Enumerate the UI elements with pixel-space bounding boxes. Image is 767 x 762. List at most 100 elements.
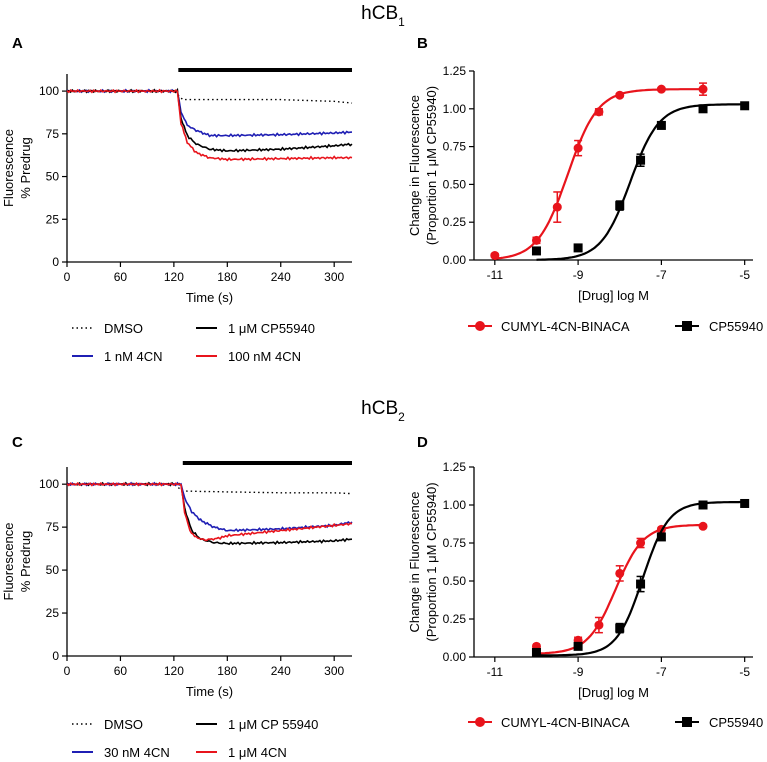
x-tick-label-b: -9 bbox=[573, 268, 584, 282]
point-cp-b bbox=[573, 243, 583, 253]
point-4cn-b bbox=[490, 250, 500, 260]
y-tick-label-c: 0 bbox=[52, 649, 59, 663]
point-4cn-b bbox=[552, 202, 562, 212]
legend-marker-cp-b bbox=[682, 321, 692, 331]
y-tick-label-a: 50 bbox=[46, 170, 60, 184]
y-tick-label-b: 0.25 bbox=[443, 215, 467, 229]
point-cp-b bbox=[531, 246, 541, 256]
x-tick-label-a: 240 bbox=[271, 270, 291, 284]
legend-marker-4cn-b bbox=[475, 321, 485, 331]
x-tick-label-c: 180 bbox=[217, 664, 237, 678]
point-4cn-d bbox=[615, 568, 625, 578]
x-axis-label-c: Time (s) bbox=[186, 684, 233, 699]
point-cp-d bbox=[573, 641, 583, 651]
y-tick-label-d: 0.00 bbox=[443, 650, 467, 664]
chart-panel-b: -11 -9 -7 -5 0.00 0.25 0.50 0.75 1.00 1.25 [Drug] … bbox=[407, 64, 753, 303]
x-tick-label-b: -11 bbox=[487, 268, 504, 282]
legend-label-blue-c: 30 nM 4CN bbox=[104, 745, 170, 760]
legend-c: DMSO 1 μM CP 55940 30 nM 4CN 1 μM 4CN bbox=[72, 717, 318, 760]
x-tick-label-a: 0 bbox=[64, 270, 71, 284]
panel-label-a: A bbox=[12, 35, 23, 52]
y-tick-label-a: 100 bbox=[39, 84, 59, 98]
chart-panel-c: 0 60 120 180 240 300 0 25 50 75 100 Time (s) Fluores… bbox=[1, 461, 353, 699]
x-tick-label-c: 300 bbox=[324, 664, 344, 678]
point-cp-d bbox=[531, 647, 541, 657]
x-tick-label-d: -5 bbox=[739, 665, 750, 679]
y-tick-label-a: 0 bbox=[52, 255, 59, 269]
point-cp-b bbox=[656, 120, 666, 130]
point-cp-d bbox=[636, 579, 646, 589]
point-cp-b bbox=[636, 155, 646, 165]
legend-label-4cn-d: CUMYL-4CN-BINACA bbox=[501, 715, 630, 730]
y-axis-label-d: (Proportion 1 μM CP55940) bbox=[424, 482, 439, 641]
point-4cn-b bbox=[698, 84, 708, 94]
point-cp-d bbox=[615, 623, 625, 633]
trace-black-a bbox=[66, 87, 353, 153]
point-4cn-d bbox=[594, 620, 604, 630]
row-title-hcb1: hCB1 bbox=[361, 3, 405, 29]
y-tick-label-d: 1.00 bbox=[443, 498, 467, 512]
point-cp-d bbox=[698, 500, 708, 510]
x-tick-label-c: 240 bbox=[271, 664, 291, 678]
y-tick-label-c: 25 bbox=[46, 606, 60, 620]
x-tick-label-a: 300 bbox=[324, 270, 344, 284]
point-cp-d bbox=[740, 498, 750, 508]
point-cp-b bbox=[740, 101, 750, 111]
y-tick-label-c: 100 bbox=[39, 477, 59, 491]
point-4cn-b bbox=[573, 143, 583, 153]
chart-panel-d: -11 -9 -7 -5 0.00 0.25 0.50 0.75 1.00 1.25 [Drug] … bbox=[407, 460, 753, 700]
x-tick-label-c: 120 bbox=[164, 664, 184, 678]
trace-dmso-c bbox=[67, 483, 353, 495]
legend-label-blue-a: 1 nM 4CN bbox=[104, 349, 163, 364]
point-4cn-b bbox=[531, 235, 541, 245]
x-axis-label-b: [Drug] log M bbox=[578, 288, 649, 303]
y-axis-label-b: Change in Fluorescence bbox=[407, 95, 422, 236]
y-tick-label-a: 75 bbox=[46, 127, 60, 141]
x-tick-label-b: -7 bbox=[656, 268, 667, 282]
y-axis-label-a: Fluorescence bbox=[1, 129, 16, 207]
legend-label-dmso-a: DMSO bbox=[104, 321, 143, 336]
legend-label-cp-d: CP55940 bbox=[709, 715, 763, 730]
point-4cn-d bbox=[698, 521, 708, 531]
point-4cn-b bbox=[594, 107, 604, 117]
y-tick-label-b: 0.50 bbox=[443, 177, 467, 191]
trace-red-a bbox=[66, 88, 353, 162]
x-tick-label-c: 0 bbox=[64, 664, 71, 678]
x-tick-label-d: -9 bbox=[573, 665, 584, 679]
y-axis-label-c: Fluorescence bbox=[1, 522, 16, 600]
panel-label-c: C bbox=[12, 434, 23, 451]
legend-b: CUMYL-4CN-BINACA CP55940 bbox=[468, 319, 763, 334]
point-4cn-d bbox=[636, 538, 646, 548]
legend-d: CUMYL-4CN-BINACA CP55940 bbox=[468, 715, 763, 730]
x-tick-label-d: -7 bbox=[656, 665, 667, 679]
x-axis-label-a: Time (s) bbox=[186, 290, 233, 305]
row-title-hcb2: hCB2 bbox=[361, 398, 405, 424]
legend-label-cp-c: 1 μM CP 55940 bbox=[228, 717, 318, 732]
panel-label-d: D bbox=[417, 434, 428, 451]
legend-label-red-c: 1 μM 4CN bbox=[228, 745, 287, 760]
x-tick-label-a: 120 bbox=[164, 270, 184, 284]
x-axis-label-d: [Drug] log M bbox=[578, 685, 649, 700]
legend-a: DMSO 1 μM CP55940 1 nM 4CN 100 nM 4CN bbox=[72, 321, 315, 364]
trace-blue-a bbox=[66, 88, 353, 138]
trace-red-c bbox=[66, 481, 353, 542]
x-tick-label-a: 180 bbox=[217, 270, 237, 284]
x-tick-label-b: -5 bbox=[739, 268, 750, 282]
y-tick-label-d: 0.75 bbox=[443, 536, 467, 550]
y-axis-label-c: % Predrug bbox=[18, 531, 33, 592]
y-axis-label-a: % Predrug bbox=[18, 137, 33, 198]
point-cp-b bbox=[698, 104, 708, 114]
y-tick-label-d: 0.25 bbox=[443, 612, 467, 626]
y-tick-label-d: 1.25 bbox=[443, 460, 467, 474]
y-axis-label-b: (Proportion 1 μM CP55940) bbox=[424, 86, 439, 245]
x-tick-label-a: 60 bbox=[114, 270, 128, 284]
chart-panel-a: 0 60 120 180 240 300 0 25 50 75 100 Time (s) Fluores… bbox=[1, 68, 353, 305]
legend-marker-4cn-d bbox=[475, 717, 485, 727]
legend-label-dmso-c: DMSO bbox=[104, 717, 143, 732]
y-tick-label-d: 0.50 bbox=[443, 574, 467, 588]
legend-marker-cp-d bbox=[682, 717, 692, 727]
y-tick-label-b: 0.00 bbox=[443, 253, 467, 267]
y-tick-label-c: 75 bbox=[46, 520, 60, 534]
legend-label-4cn-b: CUMYL-4CN-BINACA bbox=[501, 319, 630, 334]
